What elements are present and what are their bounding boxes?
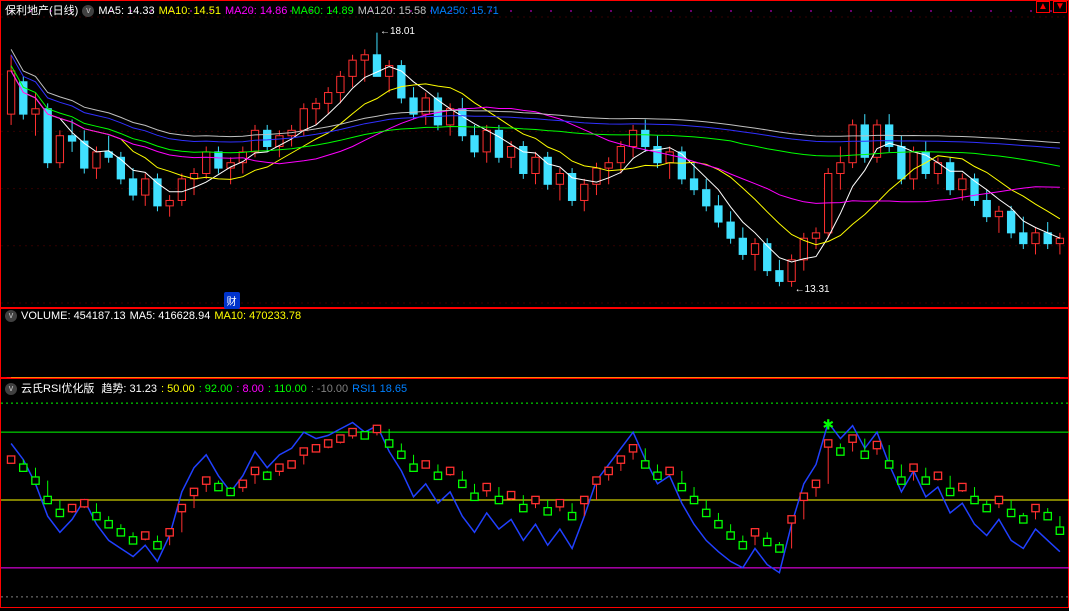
rsi-legend-3: : 92.00 [199,383,233,395]
collapse-icon[interactable]: v [82,5,94,17]
volume-header: v VOLUME: 454187.13 MA5: 416628.94MA10: 47… [1,309,309,323]
volume-chart-panel[interactable]: v VOLUME: 454187.13 MA5: 416628.94MA10: 47… [0,308,1069,378]
rsi-legend-5: : 110.00 [268,383,307,395]
rsi-legend-4: : 8.00 [236,383,264,395]
ma-legend-5: MA250: 15.71 [430,5,499,17]
stock-title: 保利地产(日线) [5,5,78,17]
panel-up-arrow[interactable]: ▲ [1036,1,1050,13]
price-panel-controls: ▲ ▼ [1036,0,1067,13]
rsi-header: v 云氏RSI优化版 趋势: 31.23 : 50.00 : 92.00: 8.00:… [1,379,415,393]
ma-legend-4: MA120: 15.58 [358,5,427,17]
rsi-legend-7: RSI1 18.65 [352,383,407,395]
rsi-legend-2: : 50.00 [161,383,195,395]
price-high-label: ←18.01 [380,26,415,37]
volume-legend-2: MA10: 470233.78 [214,310,301,322]
svg-text:✱: ✱ [822,416,834,432]
rsi-chart-panel[interactable]: v 云氏RSI优化版 趋势: 31.23 : 50.00 : 92.00: 8.00:… [0,378,1069,608]
rsi-svg[interactable]: ✱ [1,379,1069,609]
volume-legend-1: MA5: 416628.94 [130,310,211,322]
ma-legend-0: MA5: 14.33 [98,5,154,17]
ma-legend-3: MA60: 14.89 [291,5,353,17]
price-svg[interactable] [1,1,1069,309]
rsi-legend-0: 云氏RSI优化版 [21,383,97,395]
volume-legend-0: VOLUME: 454187.13 [21,310,126,322]
price-chart-panel[interactable]: 保利地产(日线) v MA5: 14.33 MA10: 14.51 MA20: 14.8… [0,0,1069,308]
rsi-legend-1: 趋势: 31.23 [101,383,157,395]
news-badge[interactable]: 财 [224,292,240,309]
panel-down-arrow[interactable]: ▼ [1053,1,1067,13]
collapse-icon[interactable]: v [5,383,17,395]
ma-legend-2: MA20: 14.86 [225,5,287,17]
price-header: 保利地产(日线) v MA5: 14.33 MA10: 14.51 MA20: 14.8… [1,1,507,15]
ma-legend-1: MA10: 14.51 [159,5,221,17]
price-low-label: ←13.31 [795,284,830,295]
rsi-legend-6: : -10.00 [311,383,348,395]
collapse-icon[interactable]: v [5,310,17,322]
